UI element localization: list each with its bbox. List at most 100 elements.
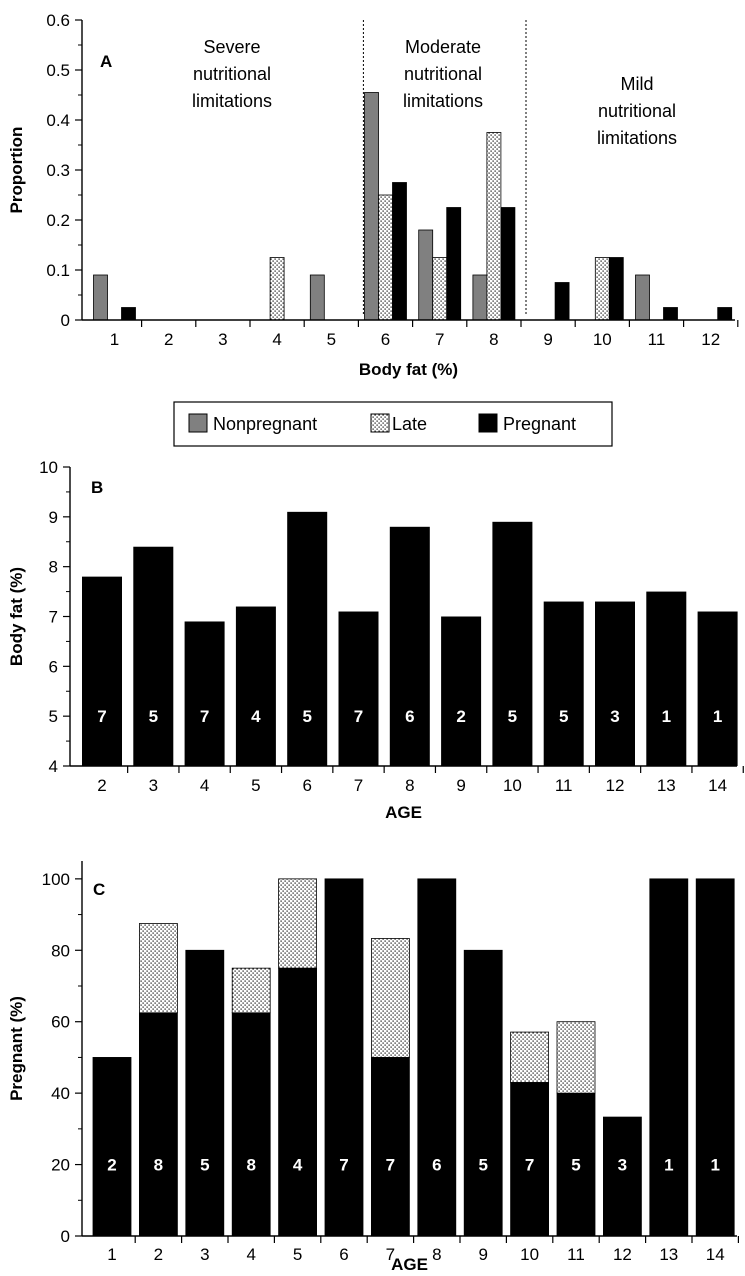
panel-c-bar-count-label: 8	[154, 1156, 163, 1175]
panel-c-bar-pregnant	[185, 949, 225, 1237]
panel-c-bar-pregnant	[649, 878, 689, 1237]
panel-a-letter: A	[100, 52, 112, 71]
panel-c-bar-late	[138, 923, 178, 1014]
panel-a-xtick-label: 10	[593, 330, 612, 349]
panel-b-bar-count-label: 7	[97, 707, 106, 726]
panel-b-xtick-label: 12	[606, 776, 625, 795]
panel-b-bar-count-label: 7	[354, 707, 363, 726]
panel-c-bar-count-label: 8	[246, 1156, 255, 1175]
panel-c-bar-pregnant	[278, 967, 318, 1237]
panel-b-ytick-label: 10	[39, 458, 58, 477]
panel-c-bar-count-label: 5	[200, 1156, 209, 1175]
legend-label-late: Late	[392, 414, 427, 434]
panel-c-bar-late	[370, 938, 410, 1058]
panel-a-y-axis-title: Proportion	[7, 127, 26, 214]
panel-a-bar-nonpregnant	[418, 229, 434, 321]
panel-b-xtick-label: 14	[708, 776, 727, 795]
panel-a-xtick-label: 8	[489, 330, 498, 349]
panel-b-bar	[543, 601, 584, 766]
panel-a-region-label-1: limitations	[403, 91, 483, 111]
panel-b-bar	[492, 521, 533, 766]
panel-c-xtick-label: 9	[478, 1245, 487, 1264]
panel-a-xtick-label: 12	[701, 330, 720, 349]
panel-c-bar-count-label: 7	[386, 1156, 395, 1175]
panel-a-bar-late	[432, 257, 448, 321]
panel-b-bar-count-label: 5	[302, 707, 311, 726]
panel-c-xtick-label: 5	[293, 1245, 302, 1264]
legend-swatch-pregnant	[478, 413, 498, 433]
panel-b-letter: B	[91, 478, 103, 497]
panel-b-bar-count-label: 1	[713, 707, 722, 726]
panel-b-bar-count-label: 5	[559, 707, 568, 726]
panel-c-bar-pregnant	[556, 1092, 596, 1237]
panel-b-xtick-label: 4	[200, 776, 209, 795]
legend: Nonpregnant Late Pregnant	[173, 401, 613, 447]
panel-c-xtick-label: 3	[200, 1245, 209, 1264]
panel-c-y-axis-title: Pregnant (%)	[7, 996, 26, 1101]
panel-c-bar-count-label: 5	[478, 1156, 487, 1175]
panel-c-xtick-label: 10	[520, 1245, 539, 1264]
panel-c-xtick-label: 7	[386, 1245, 395, 1264]
panel-c-bar-count-label: 2	[107, 1156, 116, 1175]
panel-c-ytick-label: 0	[61, 1227, 70, 1246]
panel-c-bar-count-label: 6	[432, 1156, 441, 1175]
panel-a-xtick-label: 4	[272, 330, 281, 349]
panel-b-bar-count-label: 2	[456, 707, 465, 726]
panel-b-xtick-label: 8	[405, 776, 414, 795]
panel-b-ytick-label: 6	[49, 657, 58, 676]
panel-a-region-label-0: Severe	[203, 37, 260, 57]
panel-c-xtick-label: 14	[706, 1245, 725, 1264]
legend-label-pregnant: Pregnant	[503, 414, 576, 434]
panel-c-ytick-label: 60	[51, 1013, 70, 1032]
panel-c-bar-pregnant	[603, 1116, 642, 1237]
panel-a-region-label-2: nutritional	[598, 101, 676, 121]
panel-b-xtick-label: 11	[555, 776, 573, 795]
panel-a-xtick-label: 3	[218, 330, 227, 349]
panel-a-bar-pregnant	[717, 307, 733, 321]
panel-a-xtick-label: 9	[543, 330, 552, 349]
panel-c-bar-late	[510, 1031, 550, 1083]
panel-b-bar	[338, 611, 379, 766]
panel-c-xtick-label: 6	[339, 1245, 348, 1264]
panel-c-bar-late	[231, 967, 271, 1014]
panel-a-bar-pregnant	[392, 182, 407, 321]
panel-c-bar-pregnant	[231, 1012, 271, 1237]
panel-b-bar-count-label: 5	[508, 707, 517, 726]
panel-c-bar-late	[556, 1021, 596, 1094]
panel-a-xtick-label: 7	[435, 330, 444, 349]
panel-c-bar-count-label: 1	[664, 1156, 673, 1175]
panel-b-bar-count-label: 4	[251, 707, 261, 726]
panel-b-bar	[82, 576, 122, 766]
panel-b-xtick-label: 2	[97, 776, 106, 795]
panel-c-bar-pregnant	[695, 878, 735, 1237]
panel-b-ytick-label: 8	[49, 558, 58, 577]
panel-a-bar-pregnant	[500, 207, 516, 321]
panel-c-bar-pregnant	[324, 878, 364, 1237]
panel-a-bar-late	[486, 132, 502, 321]
panel-a-ytick-label: 0.5	[46, 61, 70, 80]
panel-a-ytick-label: 0.6	[46, 11, 70, 30]
panel-c-ytick-label: 20	[51, 1156, 70, 1175]
panel-b-bar	[441, 616, 482, 766]
panel-c-bar-count-label: 7	[525, 1156, 534, 1175]
panel-c-bar-pregnant	[463, 949, 503, 1237]
panel-a-x-axis-title: Body fat (%)	[359, 360, 458, 379]
panel-c-ytick-label: 40	[51, 1084, 70, 1103]
panel-a-region-label-2: limitations	[597, 128, 677, 148]
panel-a-region-label-1: nutritional	[404, 64, 482, 84]
panel-b-ytick-label: 9	[49, 508, 58, 527]
panel-c-bar-pregnant	[510, 1082, 550, 1237]
panel-b-xtick-label: 6	[302, 776, 311, 795]
panel-c-bar-pregnant	[370, 1057, 410, 1237]
panel-b-xtick-label: 13	[657, 776, 676, 795]
panel-c-ytick-label: 100	[42, 870, 70, 889]
panel-a-xtick-label: 11	[648, 330, 666, 349]
panel-b-bar-count-label: 6	[405, 707, 414, 726]
panel-b-bar	[697, 611, 738, 766]
legend-swatch-late	[370, 413, 390, 433]
panel-b-xtick-label: 9	[456, 776, 465, 795]
panel-c-bar-pregnant	[138, 1012, 178, 1237]
panel-a-region-labels: Severe nutritional limitations Moderate nutr…	[192, 37, 677, 148]
